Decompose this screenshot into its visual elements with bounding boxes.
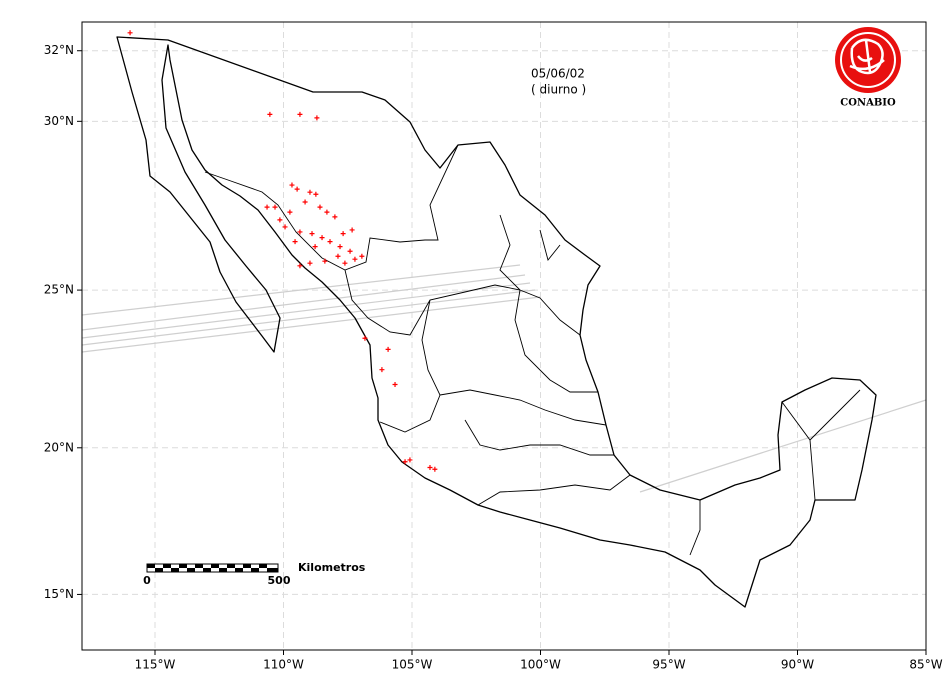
hotspot [322,258,328,264]
hotspot [342,260,348,266]
hotspot [267,111,273,117]
scale-tick-label: 0 [143,574,151,587]
country-outline [116,36,877,608]
hotspot [127,30,133,36]
hotspot [297,111,303,117]
hotspot [349,227,355,233]
hotspot [287,209,293,215]
hotspot [302,199,308,205]
y-tick-label: 15°N [44,587,74,601]
hotspot [332,214,338,220]
y-tick-label: 25°N [44,283,74,297]
date-label: 05/06/02 [531,67,585,81]
hotspot [379,367,385,373]
logo-text: CONABIO [840,98,896,109]
hotspot [317,204,323,210]
map-frame [81,21,927,651]
period-label: ( diurno ) [531,83,586,97]
y-tick-label: 20°N [44,440,74,454]
hotspot [297,229,303,235]
grid [82,22,927,650]
hotspot [335,253,341,259]
hotspot [385,346,391,352]
hotspot [337,244,343,250]
hotspot [277,217,283,223]
hotspot [392,381,398,387]
hotspot [294,186,300,192]
hotspot [297,263,303,269]
hotspot [313,191,319,197]
x-tick-label: 85°W [909,658,942,672]
hotspot [340,231,346,237]
hotspot [292,239,298,245]
x-tick-label: 95°W [652,658,685,672]
logo: CONABIO [835,27,901,109]
hotspots [127,30,438,472]
axis-ticks: 115°W 110°W 105°W 100°W 95°W 90°W 85°W 32°N 30°N… [44,43,943,671]
hotspot [319,235,325,241]
x-tick-label: 105°W [392,658,433,672]
hotspot [347,248,353,254]
satellite-tracks [81,264,927,493]
hotspot [352,256,358,262]
hotspot [407,457,413,463]
x-tick-label: 115°W [135,658,176,672]
hotspot [362,335,368,341]
hotspot [402,459,408,465]
hotspot [307,260,313,266]
x-tick-label: 100°W [520,658,561,672]
hotspot [264,204,270,210]
hotspot [432,466,438,472]
hotspot [307,189,313,195]
state-borders [204,144,861,556]
hotspot [309,231,315,237]
hotspot [272,204,278,210]
y-tick-label: 32°N [44,43,74,57]
hotspot [359,253,365,259]
hotspot [282,224,288,230]
hotspot [289,182,295,188]
y-tick-label: 30°N [44,114,74,128]
hotspot [324,209,330,215]
hotspot [327,239,333,245]
hotspot [427,464,433,470]
scale-label: Kilometros [298,561,366,574]
hotspot [314,115,320,121]
hotspot [312,244,318,250]
x-tick-label: 90°W [781,658,814,672]
x-tick-label: 110°W [263,658,304,672]
scale-tick-label: 500 [268,574,291,587]
scale-bar: 0 500 Kilometros [143,561,366,587]
